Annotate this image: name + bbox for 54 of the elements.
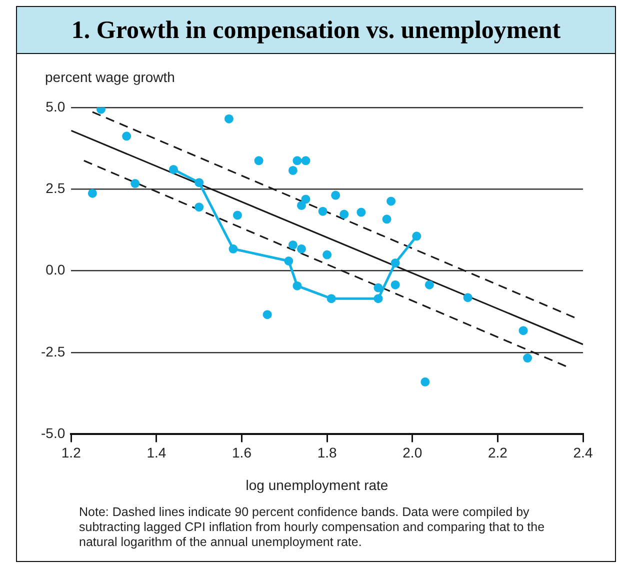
point bbox=[228, 244, 238, 254]
point bbox=[326, 294, 336, 304]
point bbox=[382, 214, 392, 224]
point bbox=[88, 188, 97, 198]
y-axis-title: percent wage growth bbox=[45, 69, 175, 85]
x-tick-label: 2.0 bbox=[402, 444, 422, 460]
point bbox=[390, 258, 400, 268]
point bbox=[318, 206, 328, 216]
point bbox=[518, 326, 528, 336]
point bbox=[390, 280, 400, 290]
point bbox=[169, 164, 178, 174]
x-tick-label: 2.4 bbox=[573, 444, 593, 460]
point bbox=[424, 280, 434, 290]
point bbox=[284, 256, 294, 266]
point bbox=[194, 178, 204, 188]
point bbox=[523, 354, 532, 363]
x-tick-label: 1.6 bbox=[232, 444, 252, 460]
point bbox=[340, 210, 349, 219]
point bbox=[194, 202, 204, 212]
x-tick-label: 1.8 bbox=[317, 444, 338, 460]
point bbox=[122, 132, 132, 141]
point bbox=[292, 156, 302, 166]
point bbox=[296, 200, 306, 210]
point bbox=[386, 196, 396, 206]
point bbox=[254, 156, 264, 166]
point bbox=[374, 283, 383, 292]
point bbox=[296, 244, 306, 254]
point bbox=[420, 377, 430, 386]
text: Note: Dashed lines indicate 90 percent confidence bands. Data were compiled by subtracting lagged CPI inflation from hourly compensation and comparing that to the natural logarithm of the annual unemployment rate. bbox=[79, 505, 546, 550]
point bbox=[288, 166, 298, 175]
point bbox=[301, 156, 310, 166]
x-axis-title: log unemployment rate bbox=[244, 477, 390, 493]
point bbox=[412, 232, 422, 241]
x-tick-label: 1.2 bbox=[61, 444, 82, 460]
point bbox=[301, 194, 310, 204]
x-tick-label: 2.2 bbox=[488, 444, 508, 460]
x-tick-label: 1.4 bbox=[146, 444, 166, 460]
point bbox=[356, 208, 366, 217]
y-tick-label: -2.5 bbox=[41, 343, 66, 360]
point bbox=[463, 293, 472, 302]
point bbox=[262, 310, 272, 320]
point bbox=[374, 294, 383, 304]
point bbox=[322, 250, 332, 260]
point bbox=[331, 190, 340, 200]
y-tick-label: -5.0 bbox=[41, 425, 66, 442]
y-tick-label: 5.0 bbox=[46, 98, 66, 114]
y-tick-label: 0.0 bbox=[46, 262, 66, 278]
point bbox=[288, 240, 298, 250]
point bbox=[130, 179, 140, 188]
point bbox=[292, 281, 302, 290]
point bbox=[232, 210, 242, 220]
y-tick-label: 2.5 bbox=[46, 180, 66, 196]
chart-title: 1. Growth in compensation vs. unemployment bbox=[17, 7, 615, 54]
point bbox=[224, 114, 234, 124]
